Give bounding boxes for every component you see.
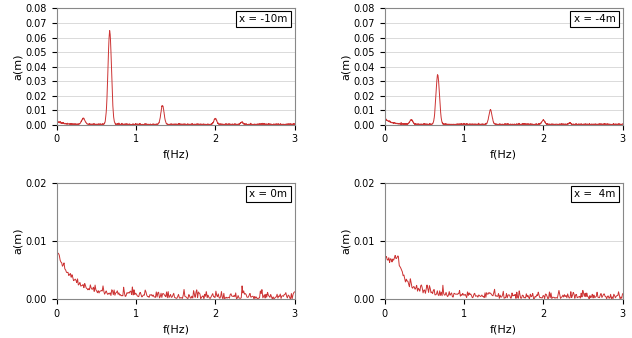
Text: x = -10m: x = -10m xyxy=(239,14,288,24)
X-axis label: f(Hz): f(Hz) xyxy=(490,150,517,160)
X-axis label: f(Hz): f(Hz) xyxy=(162,324,189,334)
Text: x = -4m: x = -4m xyxy=(573,14,616,24)
Y-axis label: a(m): a(m) xyxy=(13,228,23,254)
Text: x =  4m: x = 4m xyxy=(574,189,616,199)
Y-axis label: a(m): a(m) xyxy=(341,228,351,254)
X-axis label: f(Hz): f(Hz) xyxy=(162,150,189,160)
X-axis label: f(Hz): f(Hz) xyxy=(490,324,517,334)
Y-axis label: a(m): a(m) xyxy=(13,53,23,80)
Text: x = 0m: x = 0m xyxy=(250,189,288,199)
Y-axis label: a(m): a(m) xyxy=(341,53,351,80)
